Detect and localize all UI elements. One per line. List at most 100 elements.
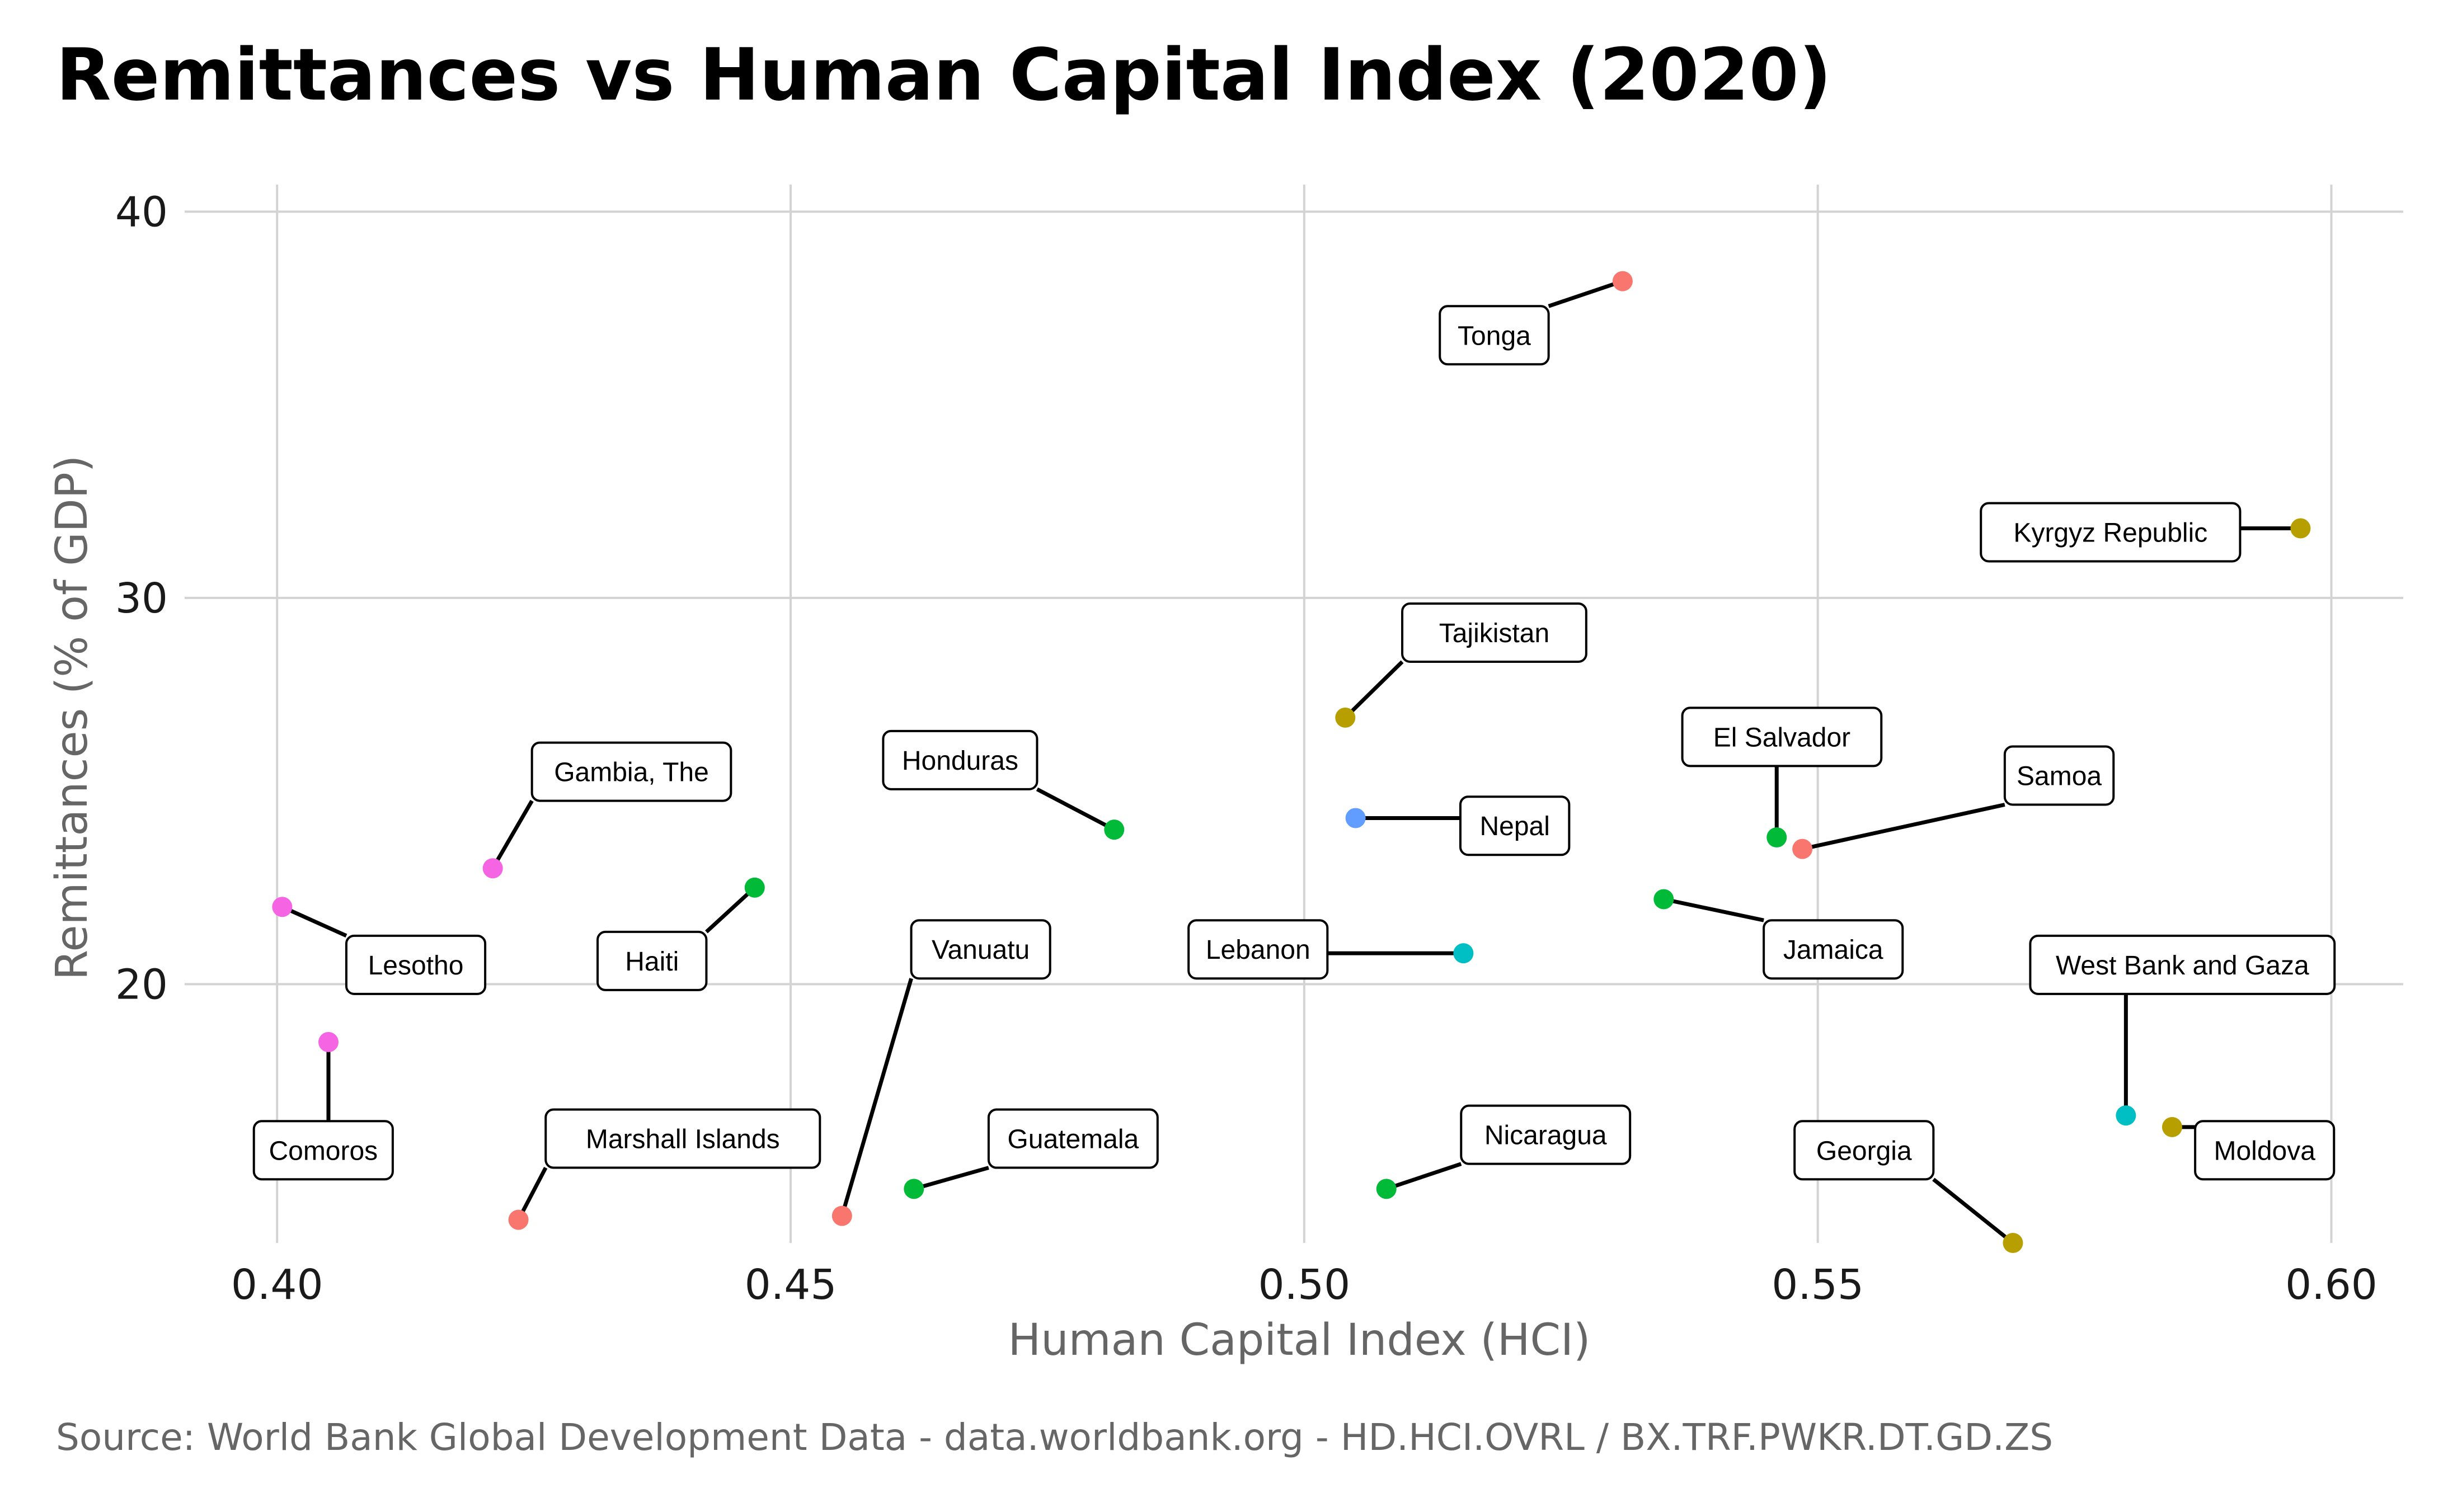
data-point	[831, 1205, 852, 1226]
point-label-box	[1793, 1120, 1935, 1181]
point-label-text: West Bank and Gaza	[2056, 951, 2309, 981]
point-label: Nepal	[1459, 795, 1571, 856]
point-label-text: Nepal	[1479, 812, 1549, 841]
data-point	[744, 877, 765, 898]
label-connector	[281, 905, 347, 938]
point-label-box	[544, 1108, 821, 1169]
chart-title: Remittances vs Human Capital Index (2020…	[56, 34, 1831, 117]
point-label-text: Honduras	[902, 746, 1018, 776]
point-label-box	[882, 729, 1039, 790]
point-label-text: El Salvador	[1713, 723, 1850, 752]
data-point	[1345, 808, 1366, 828]
x-tick-label: 0.55	[1772, 1261, 1864, 1309]
point-label: Vanuatu	[910, 919, 1051, 980]
point-label-box	[1401, 602, 1587, 663]
point-label-text: Tonga	[1458, 321, 1531, 351]
point-label: Nicaragua	[1460, 1104, 1632, 1165]
x-tick-labels: 0.40 0.45 0.50 0.55 0.60	[231, 1261, 2377, 1309]
grid-lines	[185, 185, 2403, 1243]
point-label-text: Tajikistan	[1439, 619, 1549, 648]
label-connector	[1036, 787, 1115, 832]
point-labels: Tonga Kyrgyz Republic Tajikistan Honduras Ga…	[252, 305, 2336, 1181]
y-tick-label: 30	[115, 574, 168, 623]
point-label-text: Nicaragua	[1484, 1121, 1607, 1151]
y-tick-label: 20	[115, 960, 168, 1009]
x-tick-label: 0.45	[745, 1261, 837, 1309]
point-label: West Bank and Gaza	[2029, 934, 2336, 995]
data-point	[2290, 518, 2311, 539]
point-label: Tajikistan	[1401, 602, 1587, 663]
point-label-text: Marshall Islands	[586, 1125, 780, 1155]
point-label-text: Comoros	[269, 1136, 378, 1166]
point-label-text: Lesotho	[368, 951, 464, 981]
point-label-box	[252, 1120, 394, 1181]
point-label: Haiti	[596, 930, 708, 991]
point-label-text: Jamaica	[1783, 935, 1883, 965]
point-label-box	[2029, 934, 2336, 995]
data-point	[482, 858, 503, 879]
label-connector	[1802, 803, 2005, 851]
point-label-text: Guatemala	[1007, 1125, 1139, 1155]
data-point	[1376, 1179, 1397, 1199]
x-tick-label: 0.50	[1258, 1261, 1350, 1309]
point-label: Tonga	[1439, 305, 1550, 366]
point-label-text: Kyrgyz Republic	[2013, 518, 2207, 548]
point-label-text: Georgia	[1816, 1136, 1912, 1166]
y-tick-label: 40	[115, 188, 168, 236]
x-axis-label: Human Capital Index (HCI)	[1008, 1315, 1591, 1365]
x-tick-label: 0.40	[231, 1261, 323, 1309]
data-point	[1792, 839, 1813, 859]
point-label-box	[2194, 1120, 2336, 1181]
data-point	[1766, 827, 1787, 847]
point-label-text: Lebanon	[1206, 935, 1310, 965]
point-label: Honduras	[882, 729, 1039, 790]
point-label-box	[1980, 502, 2242, 563]
data-point	[2162, 1117, 2182, 1137]
label-connector	[840, 978, 913, 1217]
data-point	[1104, 819, 1125, 840]
data-point	[1335, 707, 1356, 728]
point-label-box	[1763, 919, 1904, 980]
point-label-box	[1439, 305, 1550, 366]
label-connector	[913, 1166, 989, 1191]
point-label-text: Gambia, The	[554, 758, 709, 788]
point-label: El Salvador	[1681, 706, 1883, 767]
label-connector	[1663, 897, 1764, 922]
data-point	[2116, 1105, 2136, 1126]
point-label-box	[596, 930, 708, 991]
point-label: Comoros	[252, 1120, 394, 1181]
label-connector	[1385, 1162, 1462, 1191]
point-label-box	[345, 934, 487, 995]
point-label: Lebanon	[1187, 919, 1329, 980]
point-label: Samoa	[2003, 745, 2115, 806]
point-label: Moldova	[2194, 1120, 2336, 1181]
point-label-box	[1187, 919, 1329, 980]
x-tick-label: 0.60	[2285, 1261, 2377, 1309]
point-label-box	[1681, 706, 1883, 767]
point-label-box	[910, 919, 1051, 980]
point-label: Georgia	[1793, 1120, 1935, 1181]
point-label: Kyrgyz Republic	[1980, 502, 2242, 563]
data-point	[1612, 271, 1633, 291]
data-point	[318, 1031, 339, 1052]
data-point	[2003, 1233, 2023, 1253]
label-connector	[1548, 279, 1624, 308]
point-label-box	[530, 741, 732, 802]
point-label-box	[987, 1108, 1159, 1169]
data-point	[904, 1179, 924, 1199]
data-point	[508, 1209, 529, 1230]
y-axis-label: Remittances (% of GDP)	[47, 455, 97, 980]
data-point	[1453, 943, 1474, 964]
label-connector-lines	[281, 279, 2301, 1245]
point-label: Guatemala	[987, 1108, 1159, 1169]
label-connector	[1343, 660, 1404, 719]
chart-caption: Source: World Bank Global Development Da…	[56, 1416, 2053, 1459]
label-connector	[1932, 1177, 2014, 1245]
data-point	[1653, 889, 1674, 910]
point-label-box	[1460, 1104, 1632, 1165]
data-point	[272, 897, 293, 917]
point-label: Lesotho	[345, 934, 487, 995]
point-label-box	[1459, 795, 1571, 856]
point-label-text: Haiti	[625, 947, 679, 977]
